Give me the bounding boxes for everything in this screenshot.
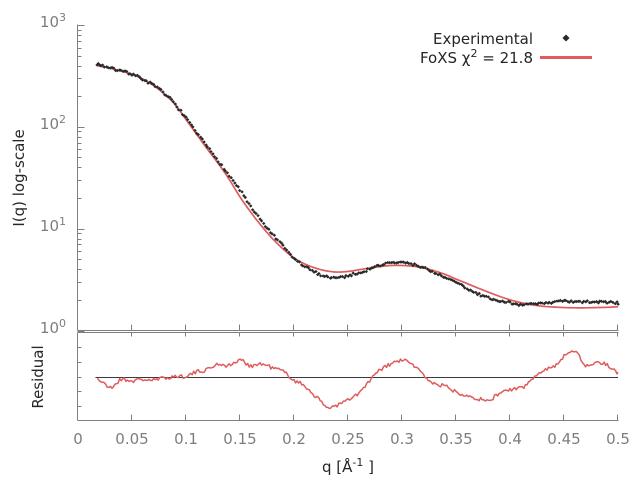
legend: Experimental FoXS χ2 = 21.8 xyxy=(380,29,599,67)
legend-label-experimental: Experimental xyxy=(432,29,533,48)
x-axis-title-pre: q [Å xyxy=(322,458,353,476)
x-tick-label: 0.1 xyxy=(174,430,198,448)
y-tick-label: 101 xyxy=(39,215,66,235)
y-tick-label: 100 xyxy=(39,317,66,337)
residual-y-axis-title: Residual xyxy=(29,345,47,409)
x-axis-title-post: ] xyxy=(363,458,374,476)
x-tick-label: 0.4 xyxy=(498,430,522,448)
legend-label-foxs-pre: FoXS χ xyxy=(419,48,471,67)
fit-line-icon xyxy=(540,56,592,59)
x-tick-label: 0.15 xyxy=(223,430,257,448)
x-tick-label: 0.05 xyxy=(115,430,149,448)
legend-label-foxs-post: = 21.8 xyxy=(477,48,533,67)
legend-entry-foxs: FoXS χ2 = 21.8 xyxy=(380,48,599,67)
legend-label-foxs-sup: 2 xyxy=(470,46,478,60)
x-tick-label: 0.2 xyxy=(282,430,306,448)
x-tick-label: 0.3 xyxy=(390,430,414,448)
x-tick-label: 0.45 xyxy=(547,430,581,448)
legend-marker-cell xyxy=(533,48,599,67)
x-tick-label: 0 xyxy=(73,430,83,448)
y-tick-label: 102 xyxy=(39,113,66,133)
x-tick-label: 0.5 xyxy=(606,430,630,448)
main-y-axis-title: I(q) log-scale xyxy=(10,129,28,227)
x-tick-label: 0.35 xyxy=(439,430,473,448)
x-axis-title: q [Å-1 ] xyxy=(322,456,374,476)
legend-entry-experimental: Experimental xyxy=(380,29,599,48)
experimental-diamond-icon xyxy=(562,34,570,42)
legend-marker-cell xyxy=(533,29,599,48)
x-axis-title-sup: -1 xyxy=(352,456,364,469)
y-tick-label: 103 xyxy=(39,11,66,31)
x-tick-label: 0.25 xyxy=(331,430,365,448)
legend-label-foxs: FoXS χ2 = 21.8 xyxy=(380,46,533,67)
